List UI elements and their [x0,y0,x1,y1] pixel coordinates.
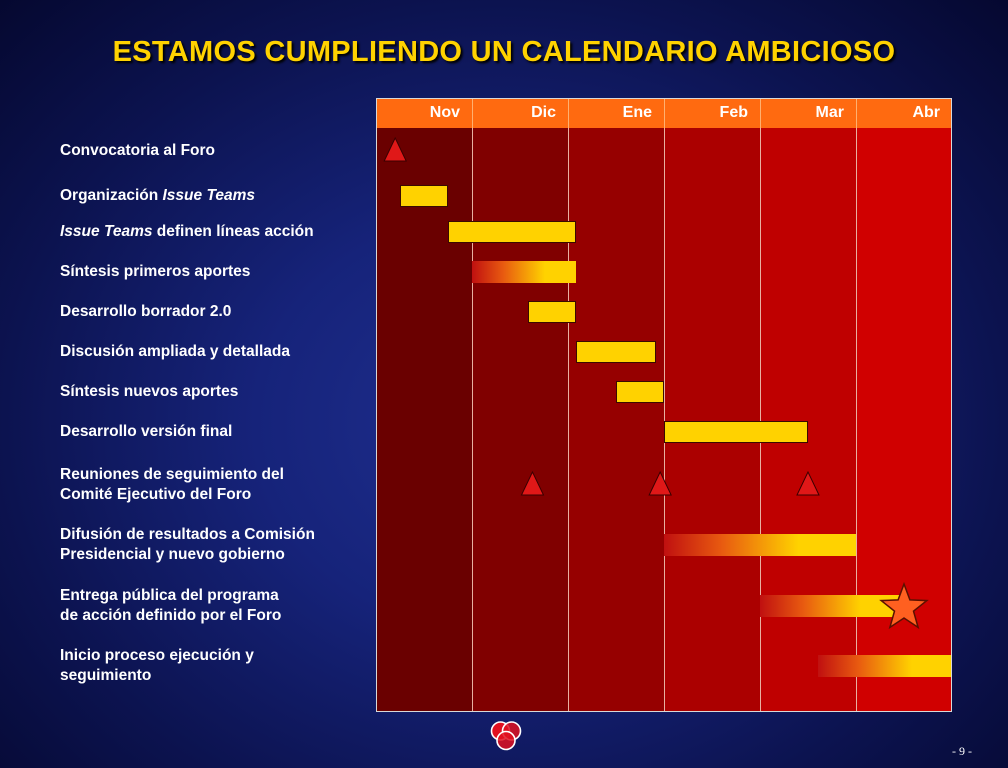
gantt-chart: Nov Dic Ene Feb Mar Abr [376,98,952,712]
task-bar [527,301,576,323]
task-bar-gradient [760,595,904,617]
task-bar-gradient [817,655,952,677]
milestone-triangle-icon [520,470,545,496]
task-label-text: Inicio proceso ejecución y [60,647,254,664]
task-label: Reuniones de seguimiento del Comité Ejecu… [60,465,284,505]
task-label: Desarrollo versión final [60,422,232,442]
star-icon [879,581,929,630]
page-title: ESTAMOS CUMPLIENDO UN CALENDARIO AMBICIO… [112,36,896,68]
month-column [568,128,664,712]
task-label: Desarrollo borrador 2.0 [60,302,231,322]
task-label: Síntesis nuevos aportes [60,382,238,402]
task-label-text: Entrega pública del programa [60,587,279,604]
task-label-text: Desarrollo borrador 2.0 [60,303,232,320]
task-label-text: Issue Teams [60,223,153,240]
month-header: Mar [760,98,856,128]
task-label: Convocatoria al Foro [60,141,215,161]
month-header: Nov [376,98,472,128]
month-header: Feb [664,98,760,128]
task-bar [664,421,808,443]
task-bar-gradient [472,261,576,283]
task-bar [448,221,576,243]
task-label: Difusión de resultados a Comisión Preside… [60,525,315,565]
task-label-text: Convocatoria al Foro [60,142,216,159]
task-label: Síntesis primeros aportes [60,262,250,282]
task-label-text: definen líneas acción [152,223,314,240]
task-bar [400,185,448,207]
three-circles-logo-icon [490,721,522,751]
task-bar-gradient [664,534,856,556]
task-label-text: Discusión ampliada y detallada [60,343,290,360]
month-header: Dic [472,98,568,128]
milestone-triangle-icon [648,470,672,496]
task-label-text: Reuniones de seguimiento del [60,466,284,483]
task-label-text: Comité Ejecutivo del Foro [60,486,252,503]
task-label: Inicio proceso ejecución y seguimiento [60,646,254,686]
task-label: Organización Issue Teams [60,186,255,206]
month-header: Abr [856,98,952,128]
task-label-text: Desarrollo versión final [60,423,233,440]
task-label-text: Síntesis nuevos aportes [60,383,239,400]
page-number: - 9 - [952,744,972,758]
task-label-text: seguimiento [60,667,152,684]
task-label: Issue Teams definen líneas acción [60,222,314,242]
task-label-text: de acción definido por el Foro [60,607,282,624]
task-label: Discusión ampliada y detallada [60,342,290,362]
task-label-text: Difusión de resultados a Comisión [60,526,315,543]
task-bar [575,341,657,363]
task-label-text: Organización [60,187,163,204]
month-column [664,128,760,712]
milestone-triangle-icon [383,136,407,162]
task-label-text: Presidencial y nuevo gobierno [60,546,285,563]
milestone-triangle-icon [796,470,820,496]
task-label-text: Issue Teams [162,187,255,204]
task-label-text: Síntesis primeros aportes [60,263,251,280]
task-bar [616,381,664,403]
month-header: Ene [568,98,664,128]
gantt-markers [383,136,929,630]
task-label: Entrega pública del programa de acción de… [60,586,281,626]
